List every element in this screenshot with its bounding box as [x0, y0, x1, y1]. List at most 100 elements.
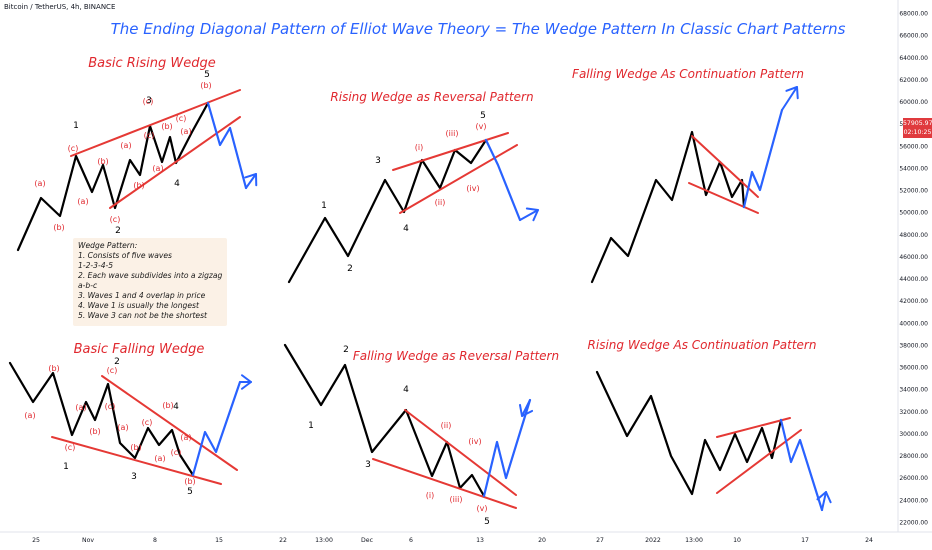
last-price-value: 57905.97: [903, 120, 932, 127]
price-tick-label: 40000.00: [899, 320, 928, 327]
wave-label-major: 5: [480, 111, 486, 121]
wave-label-major: 5: [484, 517, 490, 527]
price-tick-label: 66000.00: [899, 33, 928, 40]
fw3-upper-trendline: [691, 135, 759, 198]
wave-labels-layer: 1 2 3 4 5 (a) (b) (c) (a) (b) (c) (a) (b) (c) (a) (b) (c…: [24, 70, 489, 527]
main-title: The Ending Diagonal Pattern of Elliot Wa…: [111, 20, 846, 38]
wave-label-minor: (b): [130, 443, 141, 452]
time-tick-label: 27: [596, 537, 604, 544]
wave-label-minor: (b): [133, 181, 144, 190]
wave-label-minor: (a): [120, 141, 131, 150]
wave-label-major: 4: [403, 385, 409, 395]
wave-label-major: 3: [131, 472, 137, 482]
fw3-price-path: [590, 130, 746, 284]
fw4-arrow-head: [241, 374, 252, 390]
time-tick-label: 25: [32, 537, 40, 544]
price-tick-label: 56000.00: [899, 143, 928, 150]
note-line: 4. Wave 1 is usually the longest: [78, 301, 199, 310]
wave-label-minor: (c): [142, 418, 153, 427]
countdown-value: 02:10:25: [903, 129, 932, 136]
rw2-price-path: [287, 138, 488, 284]
time-tick-label: 8: [153, 537, 157, 544]
wave-label-major: 1: [63, 462, 69, 472]
fw5-continuation: [482, 398, 532, 498]
rw1-price-path: [16, 101, 210, 252]
fw5-arrow-shaft: [521, 399, 531, 417]
wave-label-major: 4: [173, 402, 179, 412]
wave-label-minor: (iv): [468, 437, 481, 446]
fw4-price-path: [8, 361, 195, 477]
wave-label-minor: (b): [53, 223, 64, 232]
fw5-arrow-head: [518, 403, 534, 417]
wave-label-minor: (i): [415, 143, 423, 152]
rw6-continuation: [779, 418, 824, 512]
price-tick-label: 48000.00: [899, 232, 928, 239]
wave-label-major: 2: [114, 357, 120, 367]
price-tick-label: 26000.00: [899, 475, 928, 482]
wave-label-major: 4: [174, 179, 180, 189]
wave-label-minor: (v): [477, 504, 488, 513]
rw2-continuation: [484, 138, 522, 222]
price-tick-label: 46000.00: [899, 254, 928, 261]
wave-label-minor: (c): [144, 131, 155, 140]
rw2-arrow-shaft: [519, 209, 539, 221]
fw3-arrow-head: [785, 86, 799, 100]
pattern-title-5: Falling Wedge as Reversal Pattern: [353, 349, 559, 363]
wave-label-minor: (c): [143, 97, 154, 106]
wave-label-minor: (b): [89, 427, 100, 436]
price-tick-label: 36000.00: [899, 365, 928, 372]
time-tick-label: 10: [733, 537, 741, 544]
rw1-arrow-shaft: [245, 173, 257, 189]
fw5-upper-trendline: [404, 409, 517, 496]
wave-label-major: 1: [321, 201, 327, 211]
wave-label-minor: (a): [24, 411, 35, 420]
time-tick-label: Nov: [82, 537, 94, 544]
fw3-lower-trendline: [688, 182, 759, 214]
wave-label-major: 3: [146, 96, 152, 106]
pattern-title-3: Falling Wedge As Continuation Pattern: [572, 67, 804, 81]
wave-label-minor: (c): [107, 366, 118, 375]
note-line: 5. Wave 3 can not be the shortest: [78, 311, 208, 320]
note-line: Wedge Pattern:: [78, 241, 138, 250]
note-line: 1-2-3-4-5: [78, 261, 114, 270]
time-tick-label: 13:00: [315, 537, 333, 544]
rw6-price-path: [595, 370, 783, 496]
wave-label-minor: (a): [154, 454, 165, 463]
fw5-lower-trendline: [372, 458, 517, 509]
wave-label-minor: (a): [75, 403, 86, 412]
pattern-title-6: Rising Wedge As Continuation Pattern: [588, 338, 817, 352]
wave-label-minor: (a): [117, 423, 128, 432]
fw5-price-path: [283, 343, 486, 498]
pattern-title-1: Basic Rising Wedge: [88, 56, 216, 71]
note-line: 1. Consists of five waves: [78, 251, 172, 260]
wave-label-minor: (v): [476, 122, 487, 131]
wave-label-minor: (c): [65, 443, 76, 452]
rw2-upper-trendline: [392, 132, 509, 171]
symbol-header: Bitcoin / TetherUS, 4h, BINANCE: [4, 3, 116, 11]
rw1-continuation: [206, 101, 248, 190]
price-tick-label: 30000.00: [899, 431, 928, 438]
price-tick-label: 62000.00: [899, 77, 928, 84]
wave-label-minor: (c): [105, 402, 116, 411]
price-tick-label: 52000.00: [899, 188, 928, 195]
price-tick-label: 44000.00: [899, 276, 928, 283]
fw4-lower-trendline: [51, 436, 222, 485]
price-tick-label: 64000.00: [899, 55, 928, 62]
rw6-lower-trendline: [716, 429, 802, 494]
price-tick-label: 38000.00: [899, 342, 928, 349]
wave-label-minor: (iv): [466, 184, 479, 193]
wave-label-minor: (a): [180, 433, 191, 442]
wave-label-major: 4: [403, 224, 409, 234]
fw4-upper-trendline: [101, 375, 238, 471]
wave-label-minor: (b): [97, 157, 108, 166]
wave-label-minor: (ii): [441, 421, 452, 430]
price-tick-label: 42000.00: [899, 298, 928, 305]
wave-label-major: 2: [115, 226, 121, 236]
wave-label-major: 3: [375, 156, 381, 166]
rw2-arrow-head: [525, 207, 539, 222]
price-tick-label: 28000.00: [899, 453, 928, 460]
fw4-continuation: [191, 380, 242, 477]
